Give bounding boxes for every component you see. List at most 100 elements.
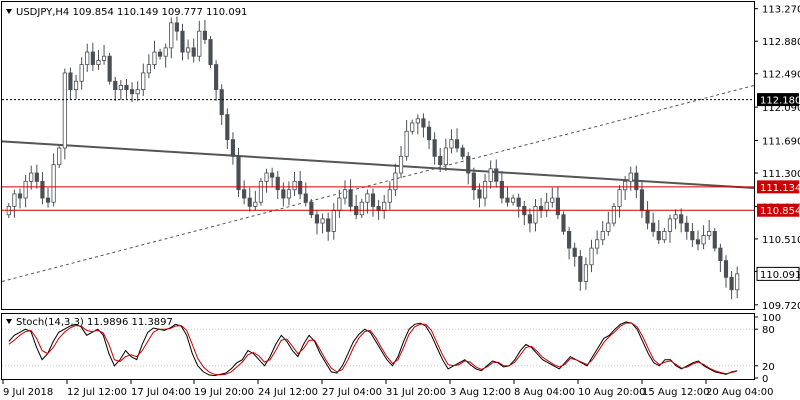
candle [359,198,364,219]
candle-body [85,51,90,65]
candle [85,43,90,72]
candle-body [583,264,588,282]
candle-body [516,197,521,207]
candle [393,163,398,197]
candle-body [589,247,594,266]
candle [90,42,95,71]
price-tick-label: 112.880 [762,37,800,48]
stochastic-lines [8,321,738,377]
candle-body [163,47,168,57]
candle [387,181,392,210]
candle-body [645,210,650,224]
candle-body [544,201,549,211]
candle [404,119,409,161]
price-tick-label: 111.690 [762,136,800,147]
candle [219,84,224,125]
candle-body [219,89,224,116]
candle-body [270,172,275,178]
candle-body [421,118,426,128]
candle-body [550,197,555,203]
candle [488,160,493,189]
candle [690,223,695,248]
candle-body [124,85,129,90]
candle [432,132,437,165]
candle [595,230,600,255]
time-tick-label: 19 Jul 20:00 [194,387,254,398]
candle-body [634,172,639,191]
candle [662,228,667,244]
candle [158,48,163,60]
candle-body [454,139,460,149]
main-pane [1,1,755,310]
candle-body [499,180,504,199]
candle-body [90,51,95,65]
candle [578,250,583,291]
candle-body [337,197,342,211]
level-label-112180: 112.180 [757,93,800,107]
candle [247,187,252,212]
candle-body [527,214,532,224]
candle [365,189,370,214]
candle-body [628,172,633,182]
candle [656,220,661,245]
time-tick-label: 15 Aug 12:00 [642,387,709,398]
candle-body [359,201,364,216]
candle [29,165,34,190]
level-label-110854: 110.854 [757,203,800,217]
candle [298,171,303,200]
candle [460,144,465,160]
candle [735,266,740,299]
candle-body [298,180,303,195]
candle [326,212,331,241]
candle [589,239,594,273]
candle [309,198,314,219]
candle-body [662,231,667,241]
candle-body [673,214,678,220]
candle-body [572,247,577,257]
candle [101,44,107,65]
candle [23,175,28,208]
candle [707,220,712,240]
candle-body [118,85,123,90]
candle [270,167,275,188]
candle-body [79,64,84,82]
candle [281,182,286,207]
price-tick-label: 111.300 [762,169,800,180]
candle-body [225,114,230,141]
candle [174,16,179,41]
candle-body [113,80,118,90]
candle [510,194,516,206]
candle [572,242,577,267]
candle-body [331,210,336,232]
candle-body [320,218,325,224]
candle [623,176,628,201]
price-tick-label: 112.090 [762,103,800,114]
candle [96,50,101,70]
candle [679,208,684,233]
candle-body [623,180,628,191]
candle [673,209,678,230]
candle [292,172,297,197]
candle-body [146,64,151,74]
candle-body [494,168,499,182]
candle [180,23,185,61]
candle [34,164,39,189]
candle-body [292,180,297,191]
candle-body [471,172,476,191]
time-tick-label: 20 Aug 04:00 [706,387,773,398]
candle-body [281,189,286,199]
candle-body [141,72,146,90]
candle-body [96,59,101,65]
stochastic-signal-line [8,322,738,376]
candle [617,185,622,218]
candle-body [275,176,280,191]
candle-body [735,273,740,291]
candle-body [477,189,482,199]
candle-body [152,51,157,65]
candle [146,54,151,79]
candle-body [533,205,538,224]
candle-body [679,214,684,224]
candle [567,227,572,260]
